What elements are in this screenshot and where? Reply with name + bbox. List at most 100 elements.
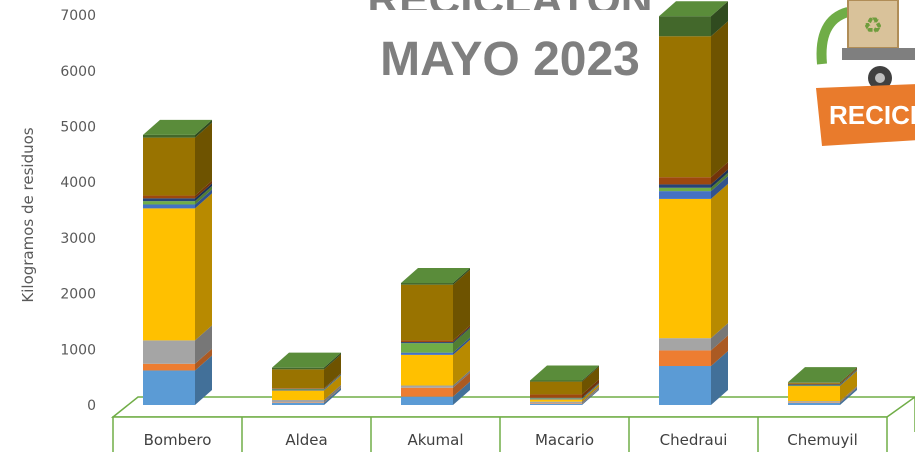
bar-segment <box>272 389 324 391</box>
bar-segment <box>272 402 324 403</box>
bar-segment <box>401 284 453 341</box>
bar-segment-side <box>582 388 599 405</box>
bar-segment <box>788 402 840 403</box>
bar-segment <box>659 366 711 405</box>
bar-top <box>788 367 857 383</box>
bar-segment-side <box>840 368 857 385</box>
bar-top <box>530 365 599 381</box>
bar-segment <box>401 354 453 386</box>
bar-segment-side <box>582 382 599 399</box>
bar-segment <box>143 137 195 196</box>
bar-segment-side <box>195 355 212 405</box>
bar-segment-side <box>453 328 470 353</box>
bar-segment-side <box>582 379 599 398</box>
bar-segment-side <box>840 386 857 403</box>
bar-segment <box>401 342 453 344</box>
bar-segment <box>659 16 711 37</box>
bar-segment <box>272 390 324 400</box>
bar-segment-side <box>711 183 728 339</box>
bar-segment-side <box>195 119 212 138</box>
bar-segment-side <box>582 386 599 404</box>
bar-segment <box>530 381 582 395</box>
bar-segment <box>143 363 195 371</box>
bar-segment-side <box>711 169 728 188</box>
bar-segment <box>788 384 840 386</box>
bar-segment-side <box>840 387 857 403</box>
bar-segment-side <box>453 372 470 397</box>
bar-segment-side <box>840 371 857 402</box>
bar-segment <box>530 403 582 405</box>
bar-segment <box>530 403 582 404</box>
bar-segment-side <box>582 365 599 382</box>
bar-segment-side <box>840 369 857 385</box>
y-tick-label: 2000 <box>60 287 96 303</box>
x-tick-label: Chedraui <box>660 431 728 449</box>
logo-text: RECICLA <box>829 100 915 130</box>
bar-segment <box>401 343 453 353</box>
bar-segment <box>530 380 582 382</box>
bar-segment <box>272 369 324 389</box>
bar-segment <box>530 394 582 398</box>
bar-segment <box>272 367 324 370</box>
bar-segment-side <box>840 370 857 387</box>
bar-segment <box>401 352 453 355</box>
bar-segment-side <box>582 383 599 400</box>
y-tick-label: 5000 <box>60 120 96 136</box>
bar-segment <box>401 385 453 388</box>
bar-segment-side <box>324 387 341 403</box>
bar-segment <box>659 191 711 199</box>
bar-segment-side <box>453 327 470 344</box>
bar-segment-side <box>195 193 212 341</box>
bar-segment-side <box>711 351 728 405</box>
bar-segment-side <box>453 269 470 341</box>
bar-segment-side <box>711 1 728 37</box>
x-tick-label: Macario <box>535 431 594 449</box>
bar-segment-side <box>582 388 599 404</box>
bar-segment <box>659 184 711 188</box>
bar-segment-side <box>711 162 728 185</box>
bar-segment-side <box>195 325 212 364</box>
bar-segment <box>788 382 840 383</box>
bar-segment <box>788 401 840 403</box>
bar-segment-side <box>453 381 470 405</box>
bar-segment <box>401 283 453 285</box>
bar-segment <box>272 388 324 390</box>
bar-segment-side <box>324 375 341 400</box>
y-tick-label: 0 <box>87 398 96 414</box>
bar-segment <box>659 36 711 178</box>
bar-top <box>143 119 212 135</box>
bar-segment-side <box>582 366 599 395</box>
bar-segment-side <box>324 373 341 390</box>
y-tick-label: 7000 <box>60 8 96 24</box>
bar-segment-side <box>195 348 212 371</box>
bar-segment <box>272 389 324 390</box>
bar-segment <box>143 370 195 405</box>
bar-segment-side <box>453 337 470 355</box>
bar-top <box>272 352 341 368</box>
bar-segment-side <box>711 176 728 199</box>
bar-segment-side <box>711 21 728 178</box>
chart-title-line2: MAYO 2023 <box>380 33 640 86</box>
bar-segment-side <box>453 370 470 388</box>
y-tick-label: 4000 <box>60 175 96 191</box>
bar-segment <box>659 187 711 192</box>
bar-segment-side <box>840 367 857 384</box>
y-axis-label: Kilogramos de residuos <box>19 127 37 303</box>
bar-segment-side <box>324 374 341 391</box>
bar-segment <box>143 204 195 209</box>
bar-segment-side <box>324 387 341 405</box>
bar-segment <box>143 208 195 341</box>
bar-segment <box>530 398 582 399</box>
bar-segment-side <box>195 180 212 199</box>
y-tick-label: 6000 <box>60 64 96 80</box>
bar-segment-side <box>711 323 728 351</box>
bar-segment <box>272 388 324 389</box>
svg-text:♻: ♻ <box>863 14 883 39</box>
bar-segment-side <box>453 268 470 285</box>
bar-segment-side <box>453 325 470 343</box>
bar-segment-side <box>195 189 212 209</box>
bar-segment-side <box>324 373 341 389</box>
bar-segment-side <box>324 384 341 403</box>
